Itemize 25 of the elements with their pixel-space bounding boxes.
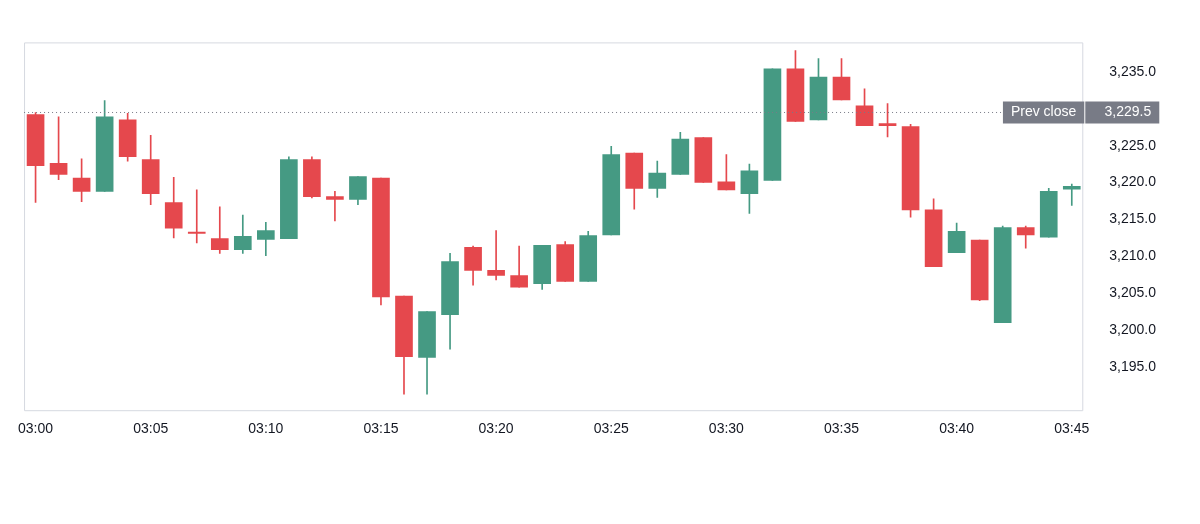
y-tick-label: 3,225.0 bbox=[1109, 136, 1157, 153]
candlestick bbox=[326, 191, 344, 222]
x-tick-label: 03:00 bbox=[18, 420, 54, 437]
y-tick-label: 3,205.0 bbox=[1109, 284, 1157, 301]
candlestick bbox=[487, 230, 505, 281]
x-tick-label: 03:35 bbox=[823, 420, 860, 437]
ref-line-label: Prev close bbox=[1010, 103, 1077, 120]
y-tick-label: 3,220.0 bbox=[1109, 173, 1157, 190]
candlestick bbox=[187, 189, 206, 244]
text: 3,229.5 bbox=[1104, 103, 1152, 120]
x-tick-label: 03:10 bbox=[248, 420, 284, 437]
y-tick-label: 3,210.0 bbox=[1109, 247, 1157, 264]
y-tick-label: 3,235.0 bbox=[1109, 62, 1157, 79]
candlestick bbox=[1062, 183, 1081, 206]
x-tick-label: 03:25 bbox=[593, 420, 629, 437]
x-tick-label: 03:15 bbox=[363, 420, 399, 437]
x-tick-label: 03:20 bbox=[478, 420, 514, 437]
x-tick-label: 03:40 bbox=[939, 420, 975, 437]
x-tick-label: 03:45 bbox=[1054, 420, 1090, 437]
y-tick-label: 3,215.0 bbox=[1109, 210, 1157, 227]
y-tick-label: 3,200.0 bbox=[1109, 320, 1157, 337]
y-tick-label: 3,195.0 bbox=[1109, 357, 1157, 374]
x-tick-label: 03:30 bbox=[708, 420, 745, 437]
x-tick-label: 03:05 bbox=[133, 420, 169, 437]
candlestick bbox=[210, 206, 229, 254]
